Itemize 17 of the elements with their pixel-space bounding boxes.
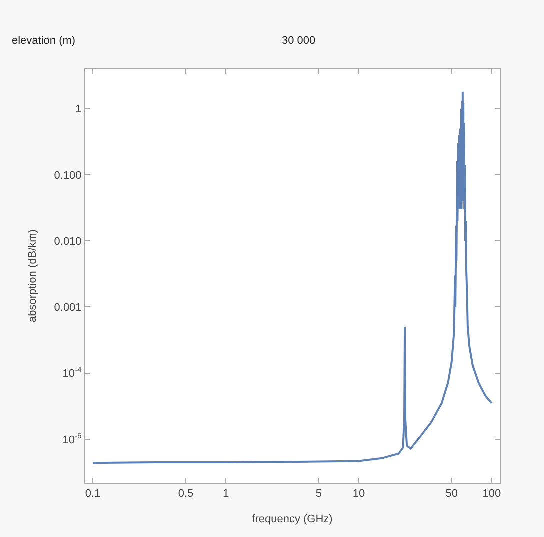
x-tick-label: 1 [222, 488, 230, 500]
y-tick-label: 0.001 [54, 302, 82, 314]
y-axis-title: absorption (dB/km) [26, 230, 39, 322]
y-tick-label: 10$^{-4}$ [62, 366, 83, 380]
text: elevation (m) [12, 35, 76, 47]
y-tick-label: 1 [76, 104, 82, 116]
x-axis-title: frequency (GHz) [252, 513, 333, 526]
text: 30 000 [282, 35, 316, 47]
x-tick-label: 5 [316, 488, 322, 500]
x-tick-label: 0.5 [178, 488, 194, 500]
y-tick-label: 10$^{-5}$ [62, 432, 82, 446]
x-tick-label: 10 [352, 488, 366, 500]
y-tick-label: 0.010 [54, 236, 82, 248]
y-tick-label: 0.100 [54, 170, 82, 182]
x-tick-label: 50 [446, 488, 458, 500]
x-tick-label: 100 [482, 488, 502, 500]
x-tick-label: 0.1 [85, 488, 101, 500]
